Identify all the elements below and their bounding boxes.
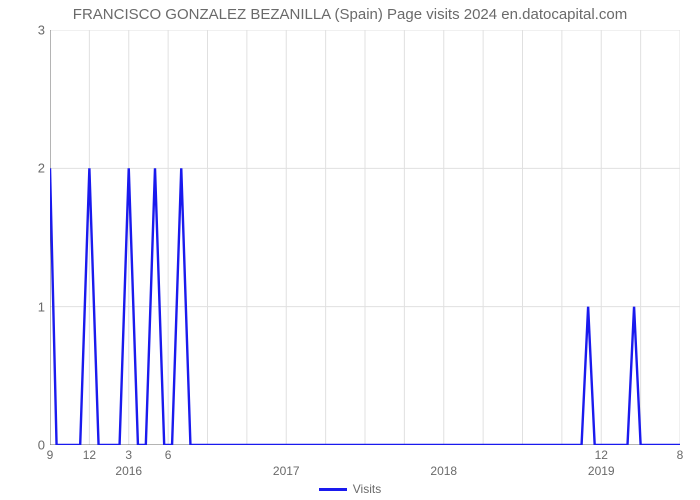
x-tick-label: 9: [47, 448, 54, 462]
y-tick-label: 1: [5, 299, 45, 314]
chart-title: FRANCISCO GONZALEZ BEZANILLA (Spain) Pag…: [0, 6, 700, 23]
x-year-label: 2018: [430, 464, 457, 478]
chart-container: FRANCISCO GONZALEZ BEZANILLA (Spain) Pag…: [0, 0, 700, 500]
x-tick-label: 6: [165, 448, 172, 462]
x-year-label: 2019: [588, 464, 615, 478]
plot-area: [50, 30, 680, 445]
x-tick-label: 3: [125, 448, 132, 462]
x-year-label: 2016: [115, 464, 142, 478]
x-year-label: 2017: [273, 464, 300, 478]
y-tick-label: 0: [5, 438, 45, 453]
chart-svg: [50, 30, 680, 445]
legend: Visits: [0, 482, 700, 496]
legend-swatch: [319, 488, 347, 491]
x-tick-label: 8: [677, 448, 684, 462]
y-tick-label: 3: [5, 23, 45, 38]
x-tick-label: 12: [83, 448, 96, 462]
x-tick-label: 12: [595, 448, 608, 462]
legend-label: Visits: [353, 482, 381, 496]
y-tick-label: 2: [5, 161, 45, 176]
